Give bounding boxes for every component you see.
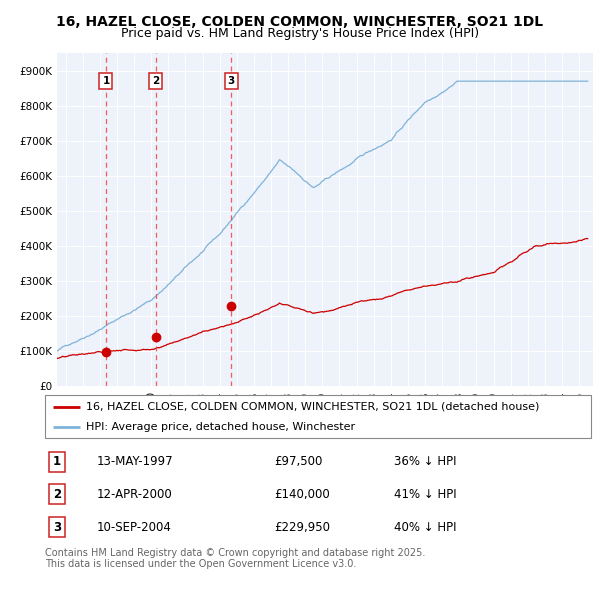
Text: Contains HM Land Registry data © Crown copyright and database right 2025.
This d: Contains HM Land Registry data © Crown c… <box>45 548 425 569</box>
Text: £229,950: £229,950 <box>274 521 331 534</box>
Text: Price paid vs. HM Land Registry's House Price Index (HPI): Price paid vs. HM Land Registry's House … <box>121 27 479 40</box>
Text: 10-SEP-2004: 10-SEP-2004 <box>97 521 172 534</box>
Text: 3: 3 <box>228 76 235 86</box>
Text: HPI: Average price, detached house, Winchester: HPI: Average price, detached house, Winc… <box>86 422 355 432</box>
Text: 3: 3 <box>53 521 61 534</box>
Text: 1: 1 <box>103 76 110 86</box>
Text: 2: 2 <box>53 487 61 500</box>
Text: £140,000: £140,000 <box>274 487 330 500</box>
Text: 16, HAZEL CLOSE, COLDEN COMMON, WINCHESTER, SO21 1DL (detached house): 16, HAZEL CLOSE, COLDEN COMMON, WINCHEST… <box>86 402 539 412</box>
Text: 41% ↓ HPI: 41% ↓ HPI <box>394 487 457 500</box>
Text: 40% ↓ HPI: 40% ↓ HPI <box>394 521 457 534</box>
Text: 2: 2 <box>152 76 160 86</box>
Text: 16, HAZEL CLOSE, COLDEN COMMON, WINCHESTER, SO21 1DL: 16, HAZEL CLOSE, COLDEN COMMON, WINCHEST… <box>56 15 544 30</box>
Text: 12-APR-2000: 12-APR-2000 <box>97 487 173 500</box>
Text: 13-MAY-1997: 13-MAY-1997 <box>97 455 173 468</box>
Text: 36% ↓ HPI: 36% ↓ HPI <box>394 455 457 468</box>
Text: £97,500: £97,500 <box>274 455 323 468</box>
Text: 1: 1 <box>53 455 61 468</box>
